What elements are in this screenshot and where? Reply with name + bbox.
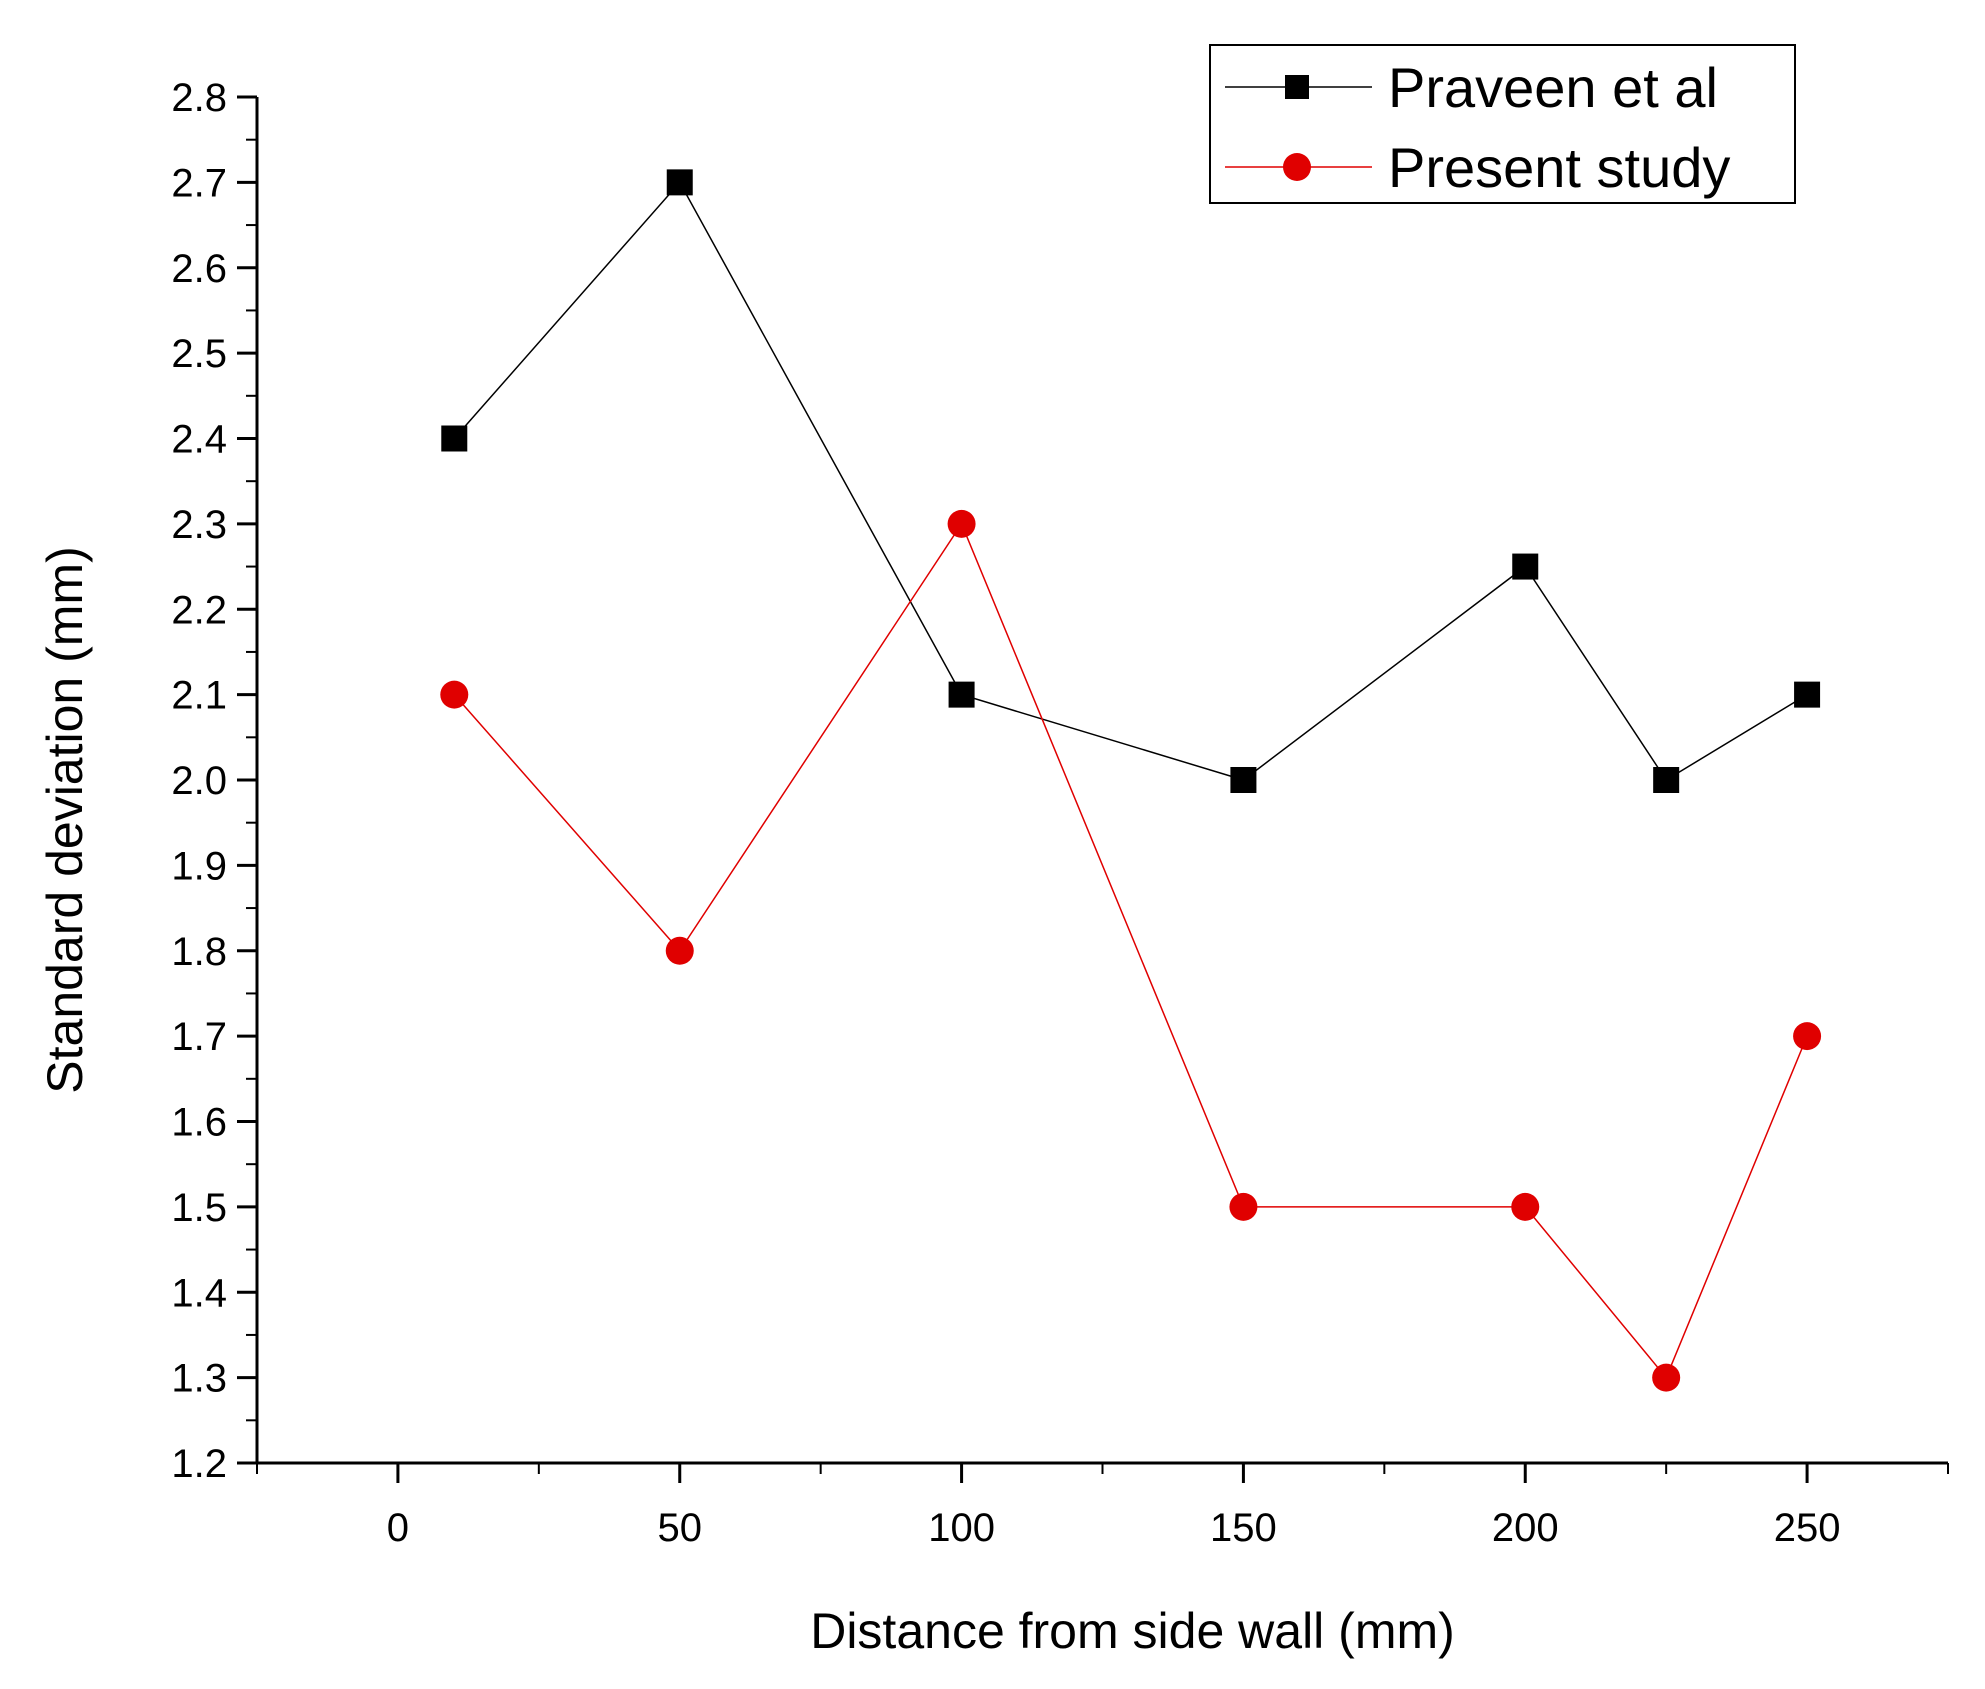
series-praveen-et-al <box>441 169 1821 793</box>
y-tick-label: 2.6 <box>171 247 227 291</box>
legend-box <box>1209 44 1796 204</box>
x-tick-label: 100 <box>928 1506 995 1550</box>
x-ticks: 0 50 100 150 200 250 <box>256 1463 1949 1550</box>
x-tick-label: 150 <box>1210 1506 1277 1550</box>
data-point <box>948 681 975 708</box>
y-tick-label: 2.7 <box>171 161 227 205</box>
data-point <box>1652 1363 1681 1392</box>
y-ticks: 1.2 1.3 1.4 1.5 1.6 1.7 1.8 1.9 2.0 2.1 2.2 2.3 2.4 2… <box>171 76 257 1486</box>
data-point <box>1653 767 1680 793</box>
series-layer <box>440 169 1822 1392</box>
y-tick-label: 2.0 <box>171 759 227 803</box>
legend-label: Present study <box>1388 136 1730 199</box>
y-axis-title: Standard deviation (mm) <box>37 546 93 1093</box>
y-tick-label: 1.6 <box>171 1101 227 1145</box>
data-point <box>1512 553 1539 580</box>
legend-entry: Praveen et al <box>1225 56 1718 119</box>
data-point <box>665 936 694 965</box>
y-tick-label: 1.4 <box>171 1271 227 1315</box>
y-tick-label: 1.9 <box>171 844 227 888</box>
x-tick-label: 50 <box>658 1506 703 1550</box>
data-point <box>1511 1192 1540 1221</box>
y-tick-label: 1.2 <box>171 1442 227 1486</box>
data-point <box>947 509 976 538</box>
data-point <box>441 425 468 452</box>
y-tick-label: 2.5 <box>171 332 227 376</box>
y-tick-label: 2.4 <box>171 418 227 462</box>
legend-marker <box>1285 75 1309 99</box>
x-tick-label: 250 <box>1774 1506 1841 1550</box>
y-tick-label: 2.2 <box>171 588 227 632</box>
y-tick-label: 1.5 <box>171 1186 227 1230</box>
y-tick-label: 2.3 <box>171 503 227 547</box>
legend-entries: Praveen et al Present study <box>1225 56 1730 199</box>
series-present-study <box>440 509 1822 1392</box>
y-tick-label: 2.8 <box>171 76 227 120</box>
y-tick-label: 1.8 <box>171 930 227 974</box>
data-point <box>440 680 469 709</box>
x-axis-title: Distance from side wall (mm) <box>810 1603 1455 1659</box>
x-tick-label: 200 <box>1492 1506 1559 1550</box>
y-tick-label: 2.1 <box>171 674 227 718</box>
data-point <box>1794 681 1821 708</box>
y-tick-label: 1.3 <box>171 1357 227 1401</box>
legend-label: Praveen et al <box>1388 56 1718 119</box>
x-tick-label: 0 <box>387 1506 409 1550</box>
y-tick-label: 1.7 <box>171 1015 227 1059</box>
legend: Praveen et al Present study <box>1209 44 1796 204</box>
data-point <box>666 169 693 196</box>
data-point <box>1793 1022 1822 1051</box>
data-point <box>1229 1192 1258 1221</box>
data-point <box>1230 767 1257 793</box>
legend-marker <box>1283 153 1311 181</box>
legend-entry: Present study <box>1225 136 1730 199</box>
